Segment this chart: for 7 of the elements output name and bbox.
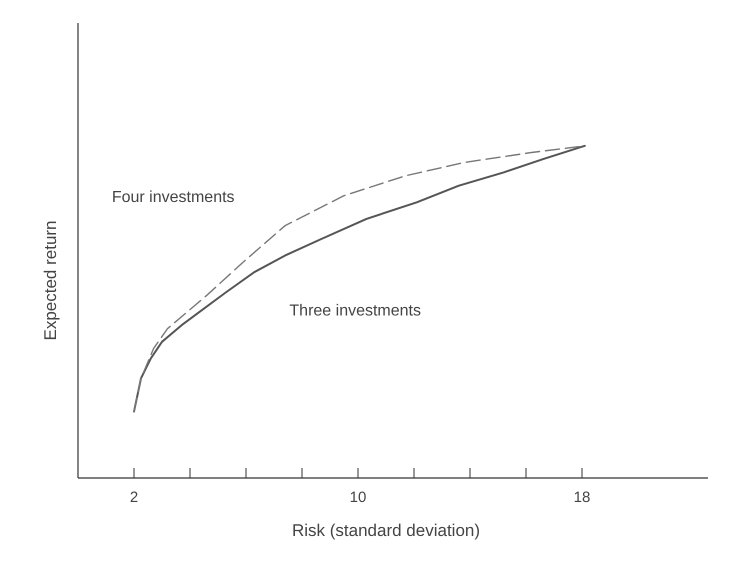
text: Three investments	[289, 302, 422, 320]
x-tick-label: 2	[130, 489, 138, 506]
x-tick-label: 10	[350, 489, 366, 506]
x-axis-title: Risk (standard deviation)	[292, 521, 480, 540]
text: Four investments	[112, 189, 235, 206]
x-tick-label: 18	[574, 489, 590, 506]
y-axis-title: Expected return	[41, 220, 60, 341]
